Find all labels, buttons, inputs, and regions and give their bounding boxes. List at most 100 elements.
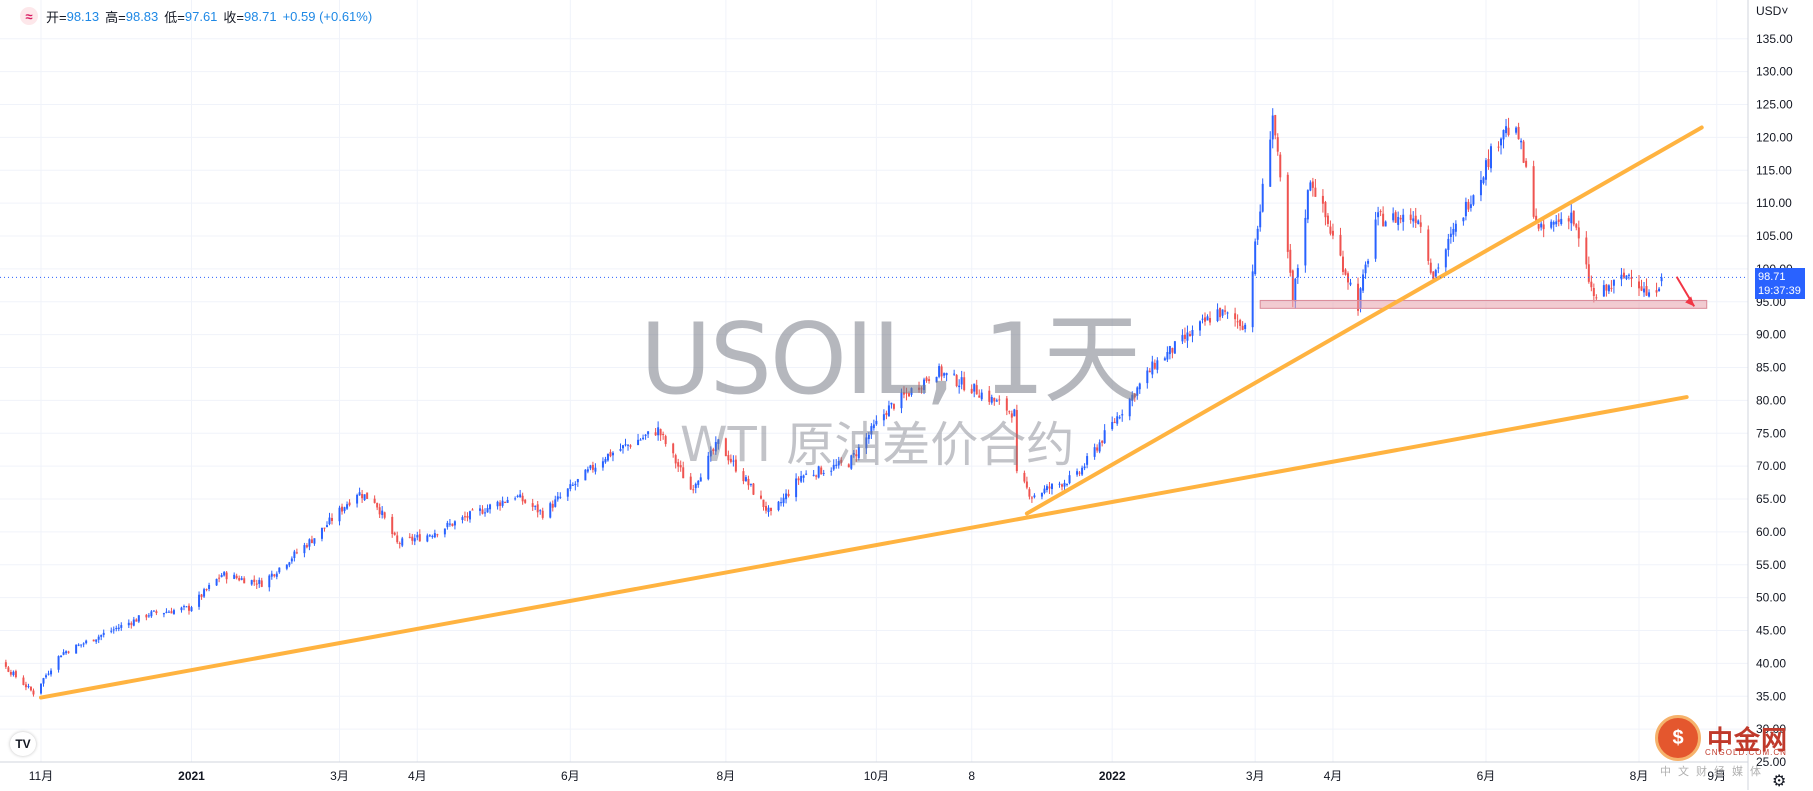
- candle-body: [1256, 228, 1259, 240]
- candle: [190, 605, 193, 612]
- candle-body: [418, 534, 421, 542]
- candle-body: [531, 503, 534, 507]
- candle: [32, 688, 35, 697]
- candle-body: [1191, 330, 1194, 336]
- candle-body: [872, 424, 875, 429]
- candle: [1028, 487, 1031, 500]
- candle: [780, 497, 783, 507]
- candle-body: [489, 504, 492, 510]
- candle-body: [601, 461, 604, 468]
- candle-body: [953, 373, 956, 375]
- candle-body: [870, 426, 873, 435]
- candle: [865, 433, 868, 455]
- candle: [1638, 274, 1640, 296]
- candle-body: [629, 445, 632, 447]
- candle-body: [127, 622, 130, 626]
- candle: [627, 444, 630, 451]
- candle: [451, 523, 454, 527]
- candle-body: [1555, 221, 1558, 225]
- candle: [481, 505, 484, 515]
- candle-body: [945, 373, 948, 376]
- candle-body: [584, 469, 587, 481]
- candle-body: [609, 451, 612, 457]
- candle: [601, 457, 604, 471]
- candle-body: [1542, 224, 1545, 230]
- candle: [1374, 211, 1377, 262]
- candle-body: [1274, 115, 1277, 136]
- candle: [1166, 346, 1169, 363]
- candle-body: [308, 539, 311, 547]
- candle-body: [742, 471, 745, 482]
- candle: [1040, 492, 1043, 500]
- currency-selector[interactable]: USD˅: [1756, 4, 1788, 18]
- symbol-watermark: USOIL, 1天: [640, 303, 1141, 417]
- candle-body: [1620, 274, 1623, 280]
- candle-body: [1186, 332, 1189, 341]
- candle-body: [1622, 272, 1625, 278]
- candle: [1191, 325, 1194, 343]
- candle: [988, 385, 991, 405]
- candle: [815, 474, 818, 480]
- candle: [1429, 258, 1432, 275]
- candle: [978, 389, 981, 398]
- candle-body: [767, 507, 770, 513]
- candle: [341, 503, 344, 515]
- candle-body: [373, 498, 376, 503]
- candle: [1592, 283, 1595, 303]
- candle-body: [1030, 497, 1033, 499]
- candle-body: [504, 502, 507, 504]
- candle: [82, 642, 85, 648]
- candle-body: [1660, 277, 1663, 282]
- candle: [551, 500, 554, 512]
- candle: [137, 615, 140, 624]
- y-tick-label: 120.00: [1756, 130, 1793, 144]
- open-label: 开=: [46, 9, 67, 25]
- candle: [657, 421, 660, 441]
- candle: [225, 570, 228, 584]
- candle-body: [662, 433, 665, 436]
- x-tick-label: 11月: [29, 769, 53, 783]
- candle-body: [1113, 421, 1116, 423]
- candle-body: [1560, 218, 1563, 225]
- candle: [1081, 465, 1084, 477]
- candle: [463, 511, 466, 521]
- candle-body: [534, 505, 537, 507]
- candle: [1377, 206, 1380, 226]
- candle-body: [998, 399, 1001, 401]
- candle: [963, 371, 966, 392]
- candle: [747, 475, 750, 490]
- wave-icon[interactable]: ≈: [20, 7, 38, 25]
- candle: [1058, 481, 1061, 488]
- candle: [970, 384, 973, 394]
- candle: [1437, 263, 1440, 274]
- candle-body: [501, 500, 504, 506]
- candle-body: [190, 607, 193, 612]
- candle-body: [1226, 312, 1229, 314]
- candle: [57, 655, 60, 673]
- candle: [1118, 415, 1121, 420]
- candle-body: [32, 690, 35, 695]
- candle-body: [802, 475, 805, 478]
- gear-icon[interactable]: ⚙: [1772, 773, 1787, 790]
- candle: [832, 459, 835, 471]
- candle-body: [664, 436, 667, 445]
- candle: [1507, 117, 1510, 137]
- tradingview-logo[interactable]: TV: [10, 732, 36, 756]
- candle-body: [925, 377, 928, 381]
- candle-body: [1489, 146, 1492, 169]
- candle: [102, 629, 105, 638]
- candle-body: [130, 623, 133, 625]
- candle: [1133, 392, 1136, 402]
- candle-body: [120, 625, 123, 628]
- candle: [1148, 368, 1151, 373]
- candle-body: [820, 467, 823, 475]
- candle-body: [782, 497, 785, 504]
- candle-body: [586, 469, 589, 472]
- y-tick-label: 60.00: [1756, 525, 1786, 539]
- candle: [1116, 412, 1119, 426]
- candle: [431, 534, 434, 539]
- candle: [1339, 227, 1342, 257]
- candle-body: [1577, 227, 1580, 239]
- candle-body: [1645, 286, 1648, 296]
